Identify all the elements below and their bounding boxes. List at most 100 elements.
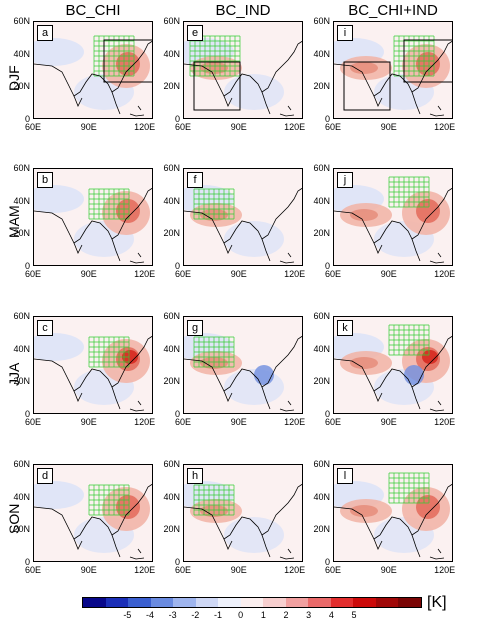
panel-label: c [37, 320, 53, 336]
x-tick-label: 120E [284, 269, 306, 279]
y-tick-label: 0 [24, 409, 30, 419]
map-panel-mam-0: b [33, 168, 153, 266]
y-tick-label: 20N [163, 376, 180, 387]
column-title-0: BC_CHI [65, 2, 121, 19]
panel-label: g [187, 320, 203, 336]
map-image [34, 22, 152, 118]
map-image [184, 465, 302, 561]
x-tick-label: 90E [80, 122, 97, 132]
y-tick-label: 40N [313, 48, 330, 59]
x-tick-label: 60E [174, 565, 191, 575]
x-tick-label: 90E [230, 565, 247, 575]
x-tick-label: 60E [324, 565, 341, 575]
y-tick-label: 60N [13, 163, 30, 173]
x-tick-label: 120E [434, 122, 456, 132]
y-tick-label: 20N [313, 376, 330, 387]
y-tick-label: 20N [13, 524, 30, 535]
map-panel-son-1: h [183, 464, 303, 562]
map-image [34, 465, 152, 561]
y-tick-label: 0 [324, 114, 330, 124]
y-tick-label: 20N [163, 524, 180, 535]
x-tick-label: 90E [80, 269, 97, 279]
x-tick-label: 90E [380, 122, 397, 132]
x-tick-label: 60E [24, 565, 41, 575]
colorbar-cell [105, 598, 129, 607]
panel-label: h [187, 468, 203, 484]
x-tick-label: 120E [134, 269, 156, 279]
y-tick-label: 0 [324, 557, 330, 567]
y-tick-label: 0 [174, 557, 180, 567]
x-tick-label: 90E [230, 269, 247, 279]
x-tick-label: 90E [230, 417, 247, 427]
map-panel-son-2: l [333, 464, 453, 562]
y-tick-label: 60N [313, 459, 330, 469]
y-tick-label: 40N [163, 491, 180, 502]
x-tick-label: 90E [80, 565, 97, 575]
x-tick-label: 90E [80, 417, 97, 427]
colorbar-tick: -3 [168, 610, 177, 620]
x-tick-label: 120E [434, 565, 456, 575]
y-tick-label: 0 [24, 557, 30, 567]
column-title-1: BC_IND [215, 2, 271, 19]
map-image [334, 169, 452, 265]
map-panel-djf-1: e [183, 21, 303, 119]
y-tick-label: 0 [174, 409, 180, 419]
map-panel-mam-2: j [333, 168, 453, 266]
y-tick-label: 20N [13, 376, 30, 387]
panel-label: b [37, 172, 53, 188]
colorbar-tick: -4 [145, 610, 154, 620]
y-tick-label: 40N [163, 343, 180, 354]
colorbar-cell [150, 598, 174, 607]
x-tick-label: 60E [174, 269, 191, 279]
y-tick-label: 20N [163, 81, 180, 92]
panel-label: j [337, 172, 353, 188]
y-tick-label: 0 [24, 261, 30, 271]
x-tick-label: 120E [134, 417, 156, 427]
map-image [34, 169, 152, 265]
colorbar-cell [375, 598, 399, 607]
y-tick-label: 40N [13, 48, 30, 59]
y-tick-label: 60N [163, 311, 180, 321]
panel-label: d [37, 468, 53, 484]
colorbar-cell [398, 598, 421, 607]
panel-label: a [37, 25, 53, 41]
y-tick-label: 0 [174, 114, 180, 124]
x-tick-label: 120E [434, 269, 456, 279]
panel-label: i [337, 25, 353, 41]
y-tick-label: 0 [24, 114, 30, 124]
map-panel-mam-1: f [183, 168, 303, 266]
y-tick-label: 40N [163, 195, 180, 206]
map-panel-jja-2: k [333, 316, 453, 414]
y-tick-label: 20N [13, 228, 30, 239]
y-tick-label: 40N [13, 195, 30, 206]
x-tick-label: 120E [284, 122, 306, 132]
y-tick-label: 60N [313, 311, 330, 321]
y-tick-label: 0 [324, 261, 330, 271]
y-tick-label: 0 [174, 261, 180, 271]
y-tick-label: 20N [13, 81, 30, 92]
x-tick-label: 60E [324, 269, 341, 279]
map-panel-djf-0: a [33, 21, 153, 119]
y-tick-label: 40N [13, 491, 30, 502]
colorbar-cell [83, 598, 106, 607]
colorbar [82, 597, 422, 608]
x-tick-label: 60E [324, 122, 341, 132]
colorbar-tick: -5 [123, 610, 132, 620]
column-title-2: BC_CHI+IND [348, 2, 438, 19]
y-tick-label: 60N [163, 459, 180, 469]
y-tick-label: 20N [313, 81, 330, 92]
map-image [34, 317, 152, 413]
y-tick-label: 40N [313, 195, 330, 206]
y-tick-label: 60N [313, 16, 330, 26]
colorbar-tick: 2 [283, 610, 289, 620]
y-tick-label: 40N [313, 343, 330, 354]
colorbar-cell [173, 598, 196, 607]
x-tick-label: 120E [284, 417, 306, 427]
colorbar-tick: 1 [260, 610, 266, 620]
map-image [334, 317, 452, 413]
colorbar-cell [195, 598, 219, 607]
colorbar-tick: 4 [328, 610, 334, 620]
map-image [184, 317, 302, 413]
colorbar-cell [285, 598, 309, 607]
x-tick-label: 120E [284, 565, 306, 575]
